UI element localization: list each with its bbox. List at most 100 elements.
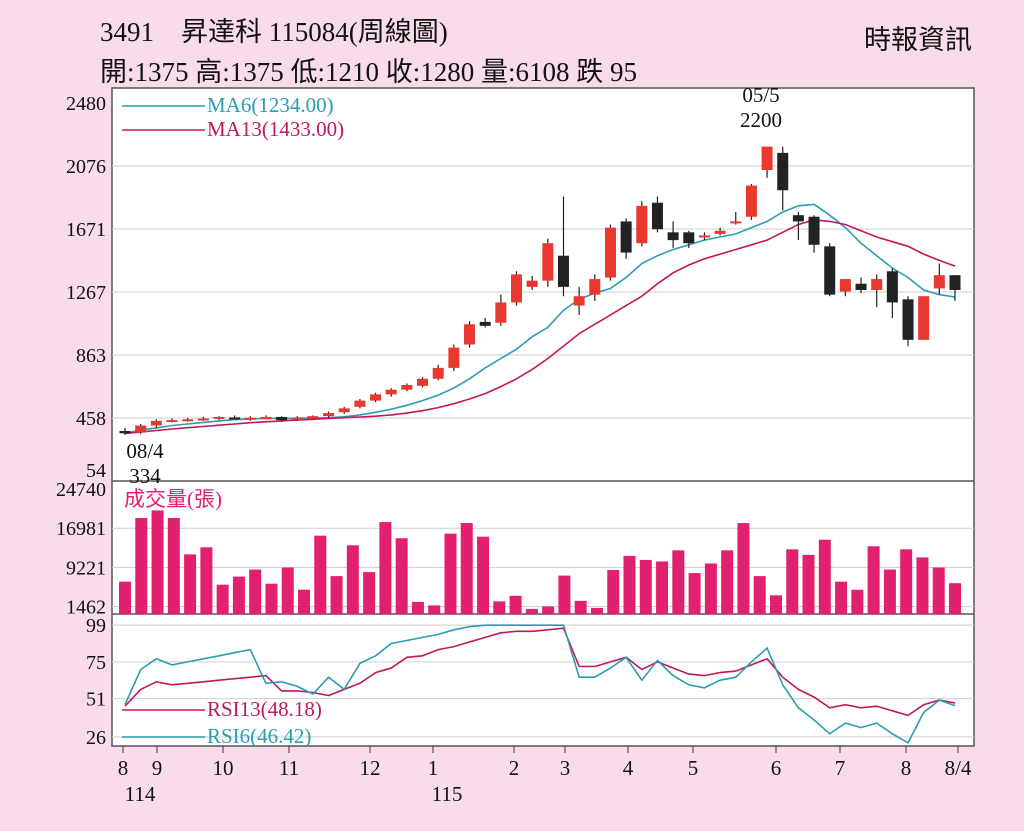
x-tick-label: 7 [835, 756, 846, 780]
rsi-y-tick: 26 [86, 727, 106, 749]
volume-bar [932, 567, 945, 614]
candle-down [949, 275, 961, 290]
volume-bar [346, 545, 359, 614]
volume-bar [558, 575, 571, 614]
candle-down [667, 232, 679, 241]
candle-down [902, 299, 914, 340]
candle-down [479, 321, 491, 326]
legends: MA6(1234.00)MA13(1433.00) RSI13(48.18) RSI… [122, 93, 344, 748]
candle-down [276, 416, 288, 421]
candle-down [824, 246, 836, 295]
candle-up [323, 413, 335, 417]
volume-bar [330, 576, 343, 614]
volume-bar [900, 549, 913, 614]
volume-bar [688, 573, 701, 614]
candle-up [307, 416, 319, 419]
candle-up [511, 274, 523, 303]
volume-bar [656, 561, 669, 614]
x-tick-label: 2 [509, 756, 520, 780]
x-tick-label: 3 [560, 756, 571, 780]
rsi-lines [124, 624, 956, 745]
volume-bar [232, 576, 245, 614]
volume-bar [574, 600, 587, 614]
candle-up [182, 419, 194, 422]
volume-bar [477, 536, 490, 614]
volume-bar [444, 533, 457, 614]
volume-bar [639, 559, 652, 614]
x-tick-label: 8 [118, 756, 129, 780]
candle-down [229, 417, 241, 420]
candle-up [197, 418, 209, 421]
volume-bar [542, 606, 555, 614]
candle-up [260, 416, 272, 419]
volume-bar [216, 584, 229, 614]
candle-up [589, 279, 601, 295]
rsi-y-tick: 51 [86, 689, 106, 711]
x-tick-label: 5 [688, 756, 699, 780]
volume-bar [769, 595, 782, 614]
high-annotation: 2200 [740, 108, 782, 132]
volume-bar [818, 539, 831, 614]
price-y-tick: 1671 [66, 219, 106, 241]
candle-up [745, 185, 757, 217]
candle-up [714, 230, 726, 234]
candle-down [683, 232, 695, 244]
candle-down [620, 221, 632, 253]
volume-bar [721, 550, 734, 614]
price-y-tick: 54 [86, 460, 106, 482]
candle-up [761, 146, 773, 170]
volume-bars: 成交量(張) [119, 487, 961, 614]
x-tick-label: 8 [901, 756, 912, 780]
candle-up [338, 408, 350, 413]
volume-bar [411, 601, 424, 614]
x-year-label: 115 [432, 782, 463, 806]
volume-bar [835, 581, 848, 614]
volume-bar [379, 522, 392, 614]
candle-down [777, 152, 789, 191]
volume-bar [607, 570, 620, 614]
candle-up [573, 296, 585, 306]
source-label: 時報資訊 [864, 25, 972, 55]
volume-bar [184, 554, 197, 614]
volume-bar [802, 554, 815, 614]
candle-down [119, 430, 131, 434]
low-annotation: 08/4 [126, 439, 164, 463]
candle-down [808, 216, 820, 245]
volume-bar [135, 518, 148, 614]
candle-up [871, 279, 883, 290]
candle-up [464, 324, 476, 345]
candle-up [417, 378, 429, 386]
volume-bar [883, 569, 896, 614]
chart-title: 3491 昇達科 115084(周線圖) [100, 17, 448, 47]
x-tick-label: 4 [623, 756, 634, 780]
volume-bar [704, 563, 717, 614]
candle-up [432, 367, 444, 379]
volume-bar [786, 549, 799, 614]
candle-down [557, 255, 569, 287]
x-year-label: 114 [125, 782, 156, 806]
volume-bar [151, 510, 164, 614]
volume-bar [265, 583, 278, 614]
price-y-tick: 1267 [66, 282, 106, 304]
candle-up [370, 394, 382, 401]
volume-bar [851, 589, 864, 614]
volume-bar [298, 589, 311, 614]
volume-bar [590, 607, 603, 614]
volume-bar [525, 608, 538, 614]
volume-bar [363, 572, 376, 614]
volume-bar [314, 535, 327, 614]
low-annotation: 334 [129, 464, 161, 488]
volume-bar [167, 518, 180, 614]
candle-up [698, 235, 710, 238]
plot-frame [111, 87, 975, 747]
volume-bar [428, 605, 441, 614]
volume-bar [916, 557, 929, 614]
candle-up [401, 385, 413, 390]
candle-up [526, 280, 538, 287]
volume-bar [672, 550, 685, 614]
candle-up [135, 425, 147, 433]
candle-up [354, 400, 366, 407]
